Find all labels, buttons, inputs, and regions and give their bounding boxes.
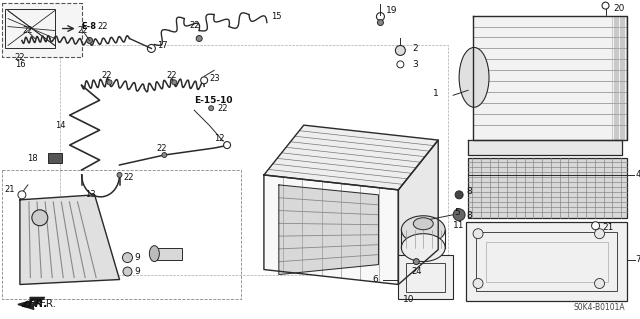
Circle shape <box>107 80 112 85</box>
Circle shape <box>378 19 383 26</box>
Text: S0K4-B0101A: S0K4-B0101A <box>574 303 625 312</box>
Polygon shape <box>279 185 378 275</box>
Text: 3: 3 <box>412 60 418 69</box>
Text: 22: 22 <box>156 144 166 152</box>
Text: FR.: FR. <box>40 300 56 309</box>
Polygon shape <box>264 175 398 285</box>
Circle shape <box>473 278 483 288</box>
Circle shape <box>162 152 167 158</box>
Circle shape <box>397 61 404 68</box>
Text: 22: 22 <box>77 26 88 35</box>
Ellipse shape <box>459 48 489 107</box>
Text: 21: 21 <box>602 223 614 232</box>
Circle shape <box>117 173 122 177</box>
Circle shape <box>196 35 202 41</box>
Text: E-8: E-8 <box>82 22 97 31</box>
Circle shape <box>147 44 156 52</box>
Text: 14: 14 <box>55 121 65 130</box>
Text: 8: 8 <box>466 211 472 220</box>
Circle shape <box>413 259 419 264</box>
Polygon shape <box>468 140 623 155</box>
Bar <box>476 232 618 292</box>
Text: 21: 21 <box>4 185 15 194</box>
Bar <box>154 248 182 260</box>
Circle shape <box>595 229 605 239</box>
Text: 16: 16 <box>15 60 25 69</box>
Polygon shape <box>398 140 438 285</box>
Circle shape <box>209 106 214 111</box>
Text: 9: 9 <box>134 267 140 276</box>
Text: 5: 5 <box>454 208 460 217</box>
Circle shape <box>455 191 463 199</box>
Circle shape <box>595 278 605 288</box>
Text: 22: 22 <box>22 26 33 35</box>
Text: 22: 22 <box>189 21 200 30</box>
Text: 20: 20 <box>614 4 625 13</box>
Text: 22: 22 <box>15 53 25 62</box>
Ellipse shape <box>401 234 445 262</box>
Circle shape <box>32 210 48 226</box>
Bar <box>466 222 627 301</box>
Circle shape <box>86 38 93 43</box>
Text: 13: 13 <box>84 190 95 199</box>
Text: 2: 2 <box>412 44 418 53</box>
Bar <box>468 158 627 218</box>
Polygon shape <box>18 297 45 309</box>
Text: 8: 8 <box>466 187 472 197</box>
Bar <box>406 263 445 293</box>
Circle shape <box>123 267 132 276</box>
Circle shape <box>591 222 600 230</box>
Text: 24: 24 <box>411 267 422 276</box>
Circle shape <box>122 253 132 263</box>
Ellipse shape <box>413 218 433 230</box>
Bar <box>486 242 607 281</box>
Text: 18: 18 <box>28 153 38 162</box>
Bar <box>48 153 61 163</box>
Bar <box>5 9 55 48</box>
Ellipse shape <box>149 246 159 262</box>
Circle shape <box>172 80 177 85</box>
Circle shape <box>223 142 230 149</box>
Text: 22: 22 <box>98 22 108 31</box>
Ellipse shape <box>401 216 445 244</box>
Polygon shape <box>473 16 627 140</box>
Text: 6: 6 <box>372 275 378 284</box>
Text: 22: 22 <box>217 104 228 113</box>
Text: 7: 7 <box>636 255 640 264</box>
Text: 9: 9 <box>134 253 140 262</box>
Circle shape <box>396 46 405 56</box>
Polygon shape <box>20 195 120 285</box>
Text: 19: 19 <box>387 6 398 15</box>
Bar <box>2 3 82 57</box>
Text: 11: 11 <box>453 221 465 230</box>
Bar <box>398 255 453 300</box>
Text: E-15-10: E-15-10 <box>194 96 233 105</box>
Text: 22: 22 <box>101 71 112 80</box>
Text: 10: 10 <box>403 295 415 304</box>
Circle shape <box>201 77 207 84</box>
Text: FR.: FR. <box>28 300 49 309</box>
Text: 22: 22 <box>124 174 134 182</box>
Text: 23: 23 <box>209 74 220 83</box>
Text: 4: 4 <box>636 170 640 179</box>
Circle shape <box>602 2 609 9</box>
Circle shape <box>18 191 26 199</box>
Circle shape <box>376 13 385 20</box>
Polygon shape <box>264 125 438 190</box>
Text: 15: 15 <box>271 12 282 21</box>
Bar <box>2 170 241 300</box>
Circle shape <box>473 229 483 239</box>
Circle shape <box>453 209 465 221</box>
Bar <box>60 46 448 275</box>
Text: 1: 1 <box>433 89 438 98</box>
Text: 22: 22 <box>166 71 177 80</box>
Text: 17: 17 <box>157 41 168 50</box>
Text: 12: 12 <box>214 134 225 143</box>
